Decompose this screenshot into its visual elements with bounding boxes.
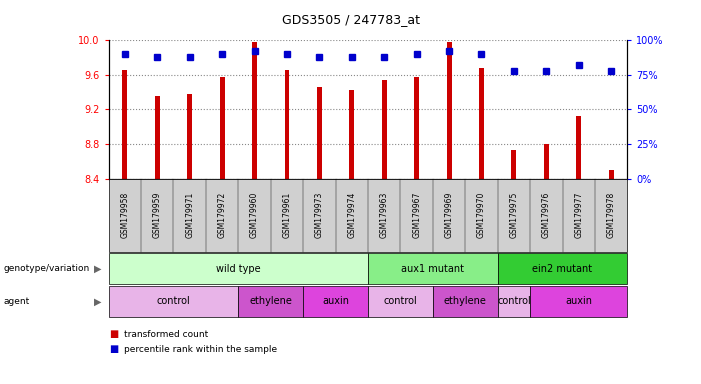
Text: GSM179975: GSM179975 (510, 192, 519, 238)
Text: control: control (383, 296, 417, 306)
Text: GDS3505 / 247783_at: GDS3505 / 247783_at (282, 13, 419, 26)
Bar (414, 78, 419, 179)
Text: ein2 mutant: ein2 mutant (533, 264, 592, 274)
Text: GSM179971: GSM179971 (185, 192, 194, 238)
Bar (349, 89, 354, 179)
Text: GSM179978: GSM179978 (606, 192, 615, 238)
Text: GSM179960: GSM179960 (250, 192, 259, 238)
Bar (576, 116, 581, 179)
Text: ethylene: ethylene (444, 296, 486, 306)
Text: ▶: ▶ (94, 264, 102, 274)
Text: auxin: auxin (322, 296, 349, 306)
Bar (155, 96, 160, 179)
Text: GSM179961: GSM179961 (283, 192, 292, 238)
Bar (252, 42, 257, 179)
Bar (544, 144, 549, 179)
Bar (187, 94, 192, 179)
Text: ■: ■ (109, 329, 118, 339)
Text: GSM179969: GSM179969 (444, 192, 454, 238)
Text: GSM179963: GSM179963 (380, 192, 389, 238)
Text: ▶: ▶ (94, 296, 102, 306)
Text: agent: agent (4, 297, 29, 306)
Text: control: control (156, 296, 191, 306)
Text: aux1 mutant: aux1 mutant (402, 264, 464, 274)
Bar (219, 76, 224, 179)
Text: percentile rank within the sample: percentile rank within the sample (124, 345, 277, 354)
Text: genotype/variation: genotype/variation (4, 264, 90, 273)
Bar (479, 68, 484, 179)
Text: transformed count: transformed count (124, 329, 208, 339)
Text: GSM179972: GSM179972 (217, 192, 226, 238)
Text: auxin: auxin (565, 296, 592, 306)
Bar (447, 42, 451, 179)
Bar (608, 170, 613, 179)
Bar (123, 70, 128, 179)
Text: GSM179967: GSM179967 (412, 192, 421, 238)
Text: GSM179958: GSM179958 (121, 192, 130, 238)
Text: GSM179970: GSM179970 (477, 192, 486, 238)
Bar (285, 70, 290, 179)
Text: control: control (497, 296, 531, 306)
Text: ■: ■ (109, 344, 118, 354)
Bar (317, 87, 322, 179)
Text: GSM179974: GSM179974 (347, 192, 356, 238)
Bar (512, 150, 517, 179)
Text: wild type: wild type (216, 264, 261, 274)
Text: GSM179959: GSM179959 (153, 192, 162, 238)
Text: GSM179977: GSM179977 (574, 192, 583, 238)
Text: GSM179973: GSM179973 (315, 192, 324, 238)
Text: ethylene: ethylene (250, 296, 292, 306)
Bar (382, 80, 387, 179)
Text: GSM179976: GSM179976 (542, 192, 551, 238)
